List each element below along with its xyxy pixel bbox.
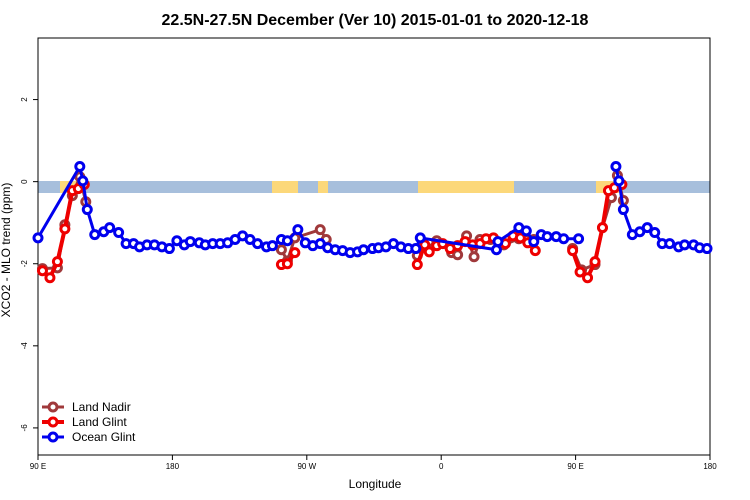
y-tick-label: 2 bbox=[20, 97, 29, 102]
data-point bbox=[414, 232, 426, 244]
data-point bbox=[529, 245, 541, 257]
legend-label: Land Nadir bbox=[72, 400, 131, 414]
data-point bbox=[641, 222, 653, 234]
data-point bbox=[266, 240, 278, 252]
legend-marker bbox=[47, 431, 59, 443]
data-point bbox=[514, 232, 526, 244]
data-point bbox=[275, 244, 287, 256]
data-point bbox=[77, 175, 89, 187]
data-point bbox=[36, 265, 48, 277]
data-point bbox=[541, 231, 553, 243]
data-point bbox=[81, 204, 93, 216]
data-point bbox=[314, 224, 326, 236]
legend-marker bbox=[47, 416, 59, 428]
x-axis-label: Longitude bbox=[349, 477, 402, 491]
data-point bbox=[490, 244, 502, 256]
data-point bbox=[358, 244, 370, 256]
y-tick-label: -6 bbox=[20, 424, 29, 432]
map-strip bbox=[38, 181, 710, 193]
data-point bbox=[51, 256, 63, 268]
data-point bbox=[184, 236, 196, 248]
data-point bbox=[574, 266, 586, 278]
data-point bbox=[613, 175, 625, 187]
x-tick-label: 90 E bbox=[30, 462, 46, 471]
data-point bbox=[610, 160, 622, 172]
legend-marker bbox=[47, 401, 59, 413]
data-point bbox=[528, 236, 540, 248]
land-strip bbox=[418, 181, 514, 193]
data-point bbox=[452, 249, 464, 261]
data-point bbox=[664, 238, 676, 250]
data-point bbox=[289, 247, 301, 259]
data-point bbox=[701, 243, 713, 255]
data-point bbox=[567, 245, 579, 257]
data-point bbox=[649, 227, 661, 239]
data-point bbox=[281, 235, 293, 247]
y-tick-label: -2 bbox=[20, 260, 29, 268]
data-point bbox=[520, 225, 532, 237]
data-point bbox=[679, 239, 691, 251]
data-point bbox=[59, 223, 71, 235]
data-point bbox=[74, 160, 86, 172]
data-point bbox=[589, 256, 601, 268]
y-axis-label: XCO2 - MLO trend (ppm) bbox=[0, 183, 13, 318]
land-strip bbox=[272, 181, 298, 193]
data-point bbox=[617, 204, 629, 216]
data-point bbox=[468, 251, 480, 263]
data-point bbox=[44, 272, 56, 284]
data-point bbox=[596, 222, 608, 234]
legend-label: Land Glint bbox=[72, 415, 127, 429]
data-point bbox=[492, 236, 504, 248]
data-point bbox=[411, 259, 423, 271]
land-strip bbox=[318, 181, 328, 193]
data-point bbox=[113, 227, 125, 239]
x-tick-label: 90 E bbox=[567, 462, 583, 471]
data-point bbox=[104, 222, 116, 234]
data-point bbox=[410, 243, 422, 255]
data-point bbox=[423, 246, 435, 258]
data-point bbox=[281, 258, 293, 270]
y-tick-label: -4 bbox=[20, 342, 29, 350]
chart-title: 22.5N-27.5N December (Ver 10) 2015-01-01… bbox=[162, 12, 589, 29]
data-point bbox=[292, 224, 304, 236]
legend-label: Ocean Glint bbox=[72, 430, 136, 444]
data-point bbox=[89, 229, 101, 241]
data-point bbox=[32, 232, 44, 244]
x-tick-label: 180 bbox=[166, 462, 180, 471]
data-point bbox=[573, 233, 585, 245]
data-point bbox=[558, 233, 570, 245]
x-tick-label: 0 bbox=[439, 462, 444, 471]
data-point bbox=[163, 243, 175, 255]
x-tick-label: 180 bbox=[703, 462, 717, 471]
ocean-strip bbox=[38, 181, 710, 193]
y-tick-label: 0 bbox=[20, 179, 29, 184]
data-point bbox=[582, 272, 594, 284]
data-point bbox=[252, 238, 264, 250]
x-tick-label: 90 W bbox=[297, 462, 316, 471]
